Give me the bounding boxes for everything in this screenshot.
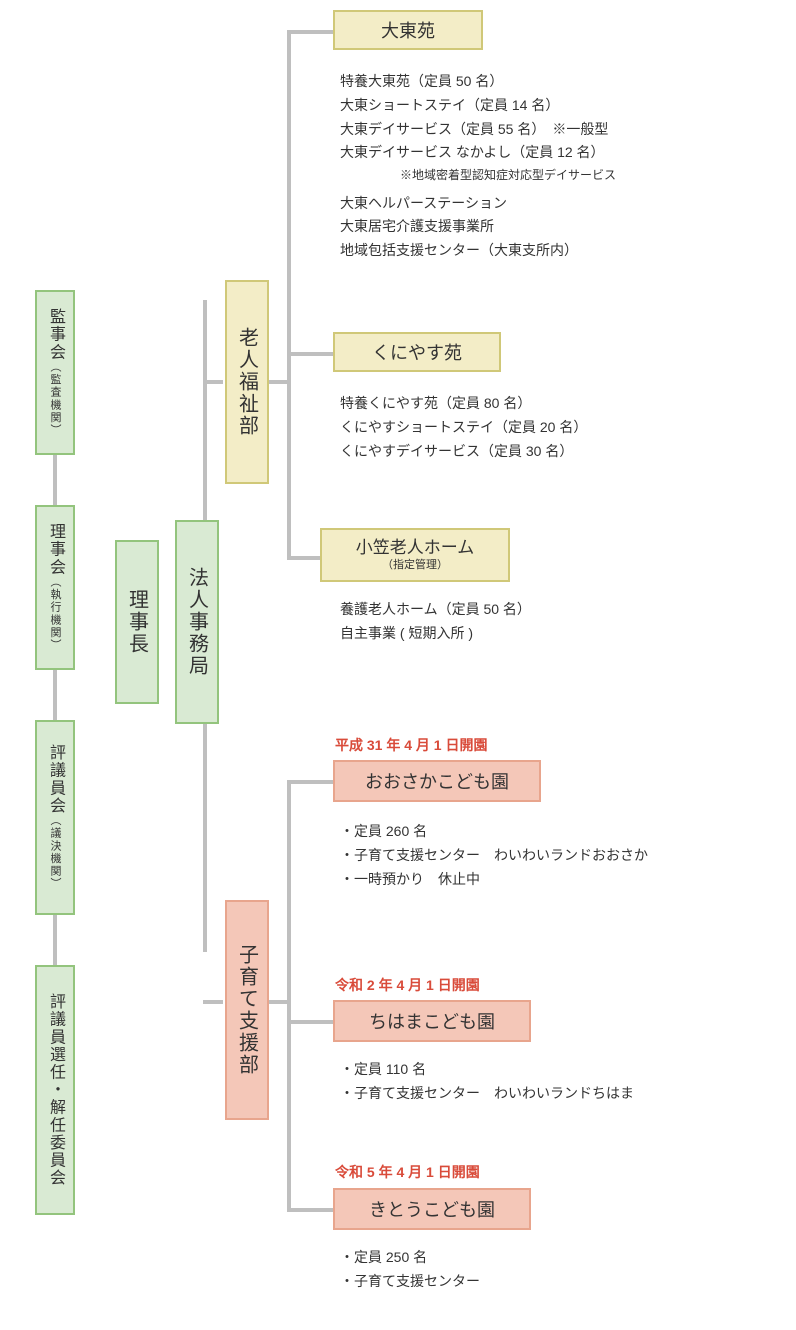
daito-line2-1: 大東居宅介護支援事業所	[340, 215, 616, 239]
label-oosaka: おおさかこども園	[365, 768, 509, 794]
label-council: 評議員会	[47, 744, 64, 814]
daito-line-3: 大東デイサービス なかよし（定員 12 名）	[340, 141, 616, 165]
conn-elderly-kuniyasu	[287, 352, 337, 356]
label-board-sub: （執行機関）	[49, 576, 61, 652]
date-kitou: 令和 5 年 4 月 1 日開園	[335, 1162, 480, 1182]
details-oosaka: ・定員 260 名 ・子育て支援センター わいわいランドおおさか ・一時預かり …	[340, 820, 648, 891]
node-oosaka: おおさかこども園	[333, 760, 541, 802]
label-board: 理事会	[47, 523, 64, 576]
conn-child-vert	[287, 780, 291, 1212]
kuniyasu-line-2: くにやすデイサービス（定員 30 名）	[340, 440, 587, 464]
label-audit-sub: （監査機関）	[49, 361, 61, 437]
label-office: 法人事務局	[183, 567, 212, 677]
node-council: 評議員会（議決機関）	[35, 720, 75, 915]
oosaka-line-2: ・一時預かり 休止中	[340, 868, 648, 892]
node-audit: 監事会（監査機関）	[35, 290, 75, 455]
daito-line-0: 特養大東苑（定員 50 名）	[340, 70, 616, 94]
chihama-line-0: ・定員 110 名	[340, 1058, 634, 1082]
date-chihama: 令和 2 年 4 月 1 日開園	[335, 975, 480, 995]
conn-child-kitou	[287, 1208, 337, 1212]
label-council-sub: （議決機関）	[49, 815, 61, 891]
ogasa-line-1: 自主事業 ( 短期入所 )	[340, 622, 531, 646]
label-ogasa-sub: （指定管理）	[382, 559, 448, 572]
label-chairman: 理事長	[123, 589, 152, 655]
kitou-line-0: ・定員 250 名	[340, 1246, 480, 1270]
details-daito: 特養大東苑（定員 50 名） 大東ショートステイ（定員 14 名） 大東デイサー…	[340, 70, 616, 263]
node-chairman: 理事長	[115, 540, 159, 704]
conn-elderly-vert	[287, 30, 291, 560]
node-kuniyasu: くにやす苑	[333, 332, 501, 372]
node-dept-elderly: 老人福祉部	[225, 280, 269, 484]
label-dept-child: 子育て支援部	[233, 944, 262, 1076]
oosaka-line-0: ・定員 260 名	[340, 820, 648, 844]
conn-elderly-daito	[287, 30, 337, 34]
conn-office-to-elderly	[203, 380, 223, 384]
label-ogasa: 小笠老人ホーム	[356, 538, 475, 558]
node-dept-child: 子育て支援部	[225, 900, 269, 1120]
label-committee: 評議員選任・解任委員会	[43, 993, 67, 1187]
label-audit: 監事会	[47, 308, 64, 361]
node-chihama: ちはまこども園	[333, 1000, 531, 1042]
kuniyasu-line-1: くにやすショートステイ（定員 20 名）	[340, 416, 587, 440]
label-kuniyasu: くにやす苑	[372, 339, 462, 365]
chihama-line-1: ・子育て支援センター わいわいランドちはま	[340, 1082, 634, 1106]
label-kitou: きとうこども園	[369, 1196, 495, 1222]
kuniyasu-line-0: 特養くにやす苑（定員 80 名）	[340, 392, 587, 416]
conn-office-to-child	[203, 1000, 223, 1004]
daito-line-1: 大東ショートステイ（定員 14 名）	[340, 94, 616, 118]
label-chihama: ちはまこども園	[369, 1008, 495, 1034]
daito-line-2: 大東デイサービス（定員 55 名） ※一般型	[340, 118, 616, 142]
daito-line2-2: 地域包括支援センター（大東支所内）	[340, 239, 616, 263]
date-oosaka: 平成 31 年 4 月 1 日開園	[335, 735, 487, 755]
details-ogasa: 養護老人ホーム（定員 50 名） 自主事業 ( 短期入所 )	[340, 598, 531, 646]
label-dept-elderly: 老人福祉部	[233, 327, 262, 437]
details-kuniyasu: 特養くにやす苑（定員 80 名） くにやすショートステイ（定員 20 名） くに…	[340, 392, 587, 463]
details-chihama: ・定員 110 名 ・子育て支援センター わいわいランドちはま	[340, 1058, 634, 1106]
node-kitou: きとうこども園	[333, 1188, 531, 1230]
node-board: 理事会（執行機関）	[35, 505, 75, 670]
daito-line2-0: 大東ヘルパーステーション	[340, 192, 616, 216]
conn-child-oosaka	[287, 780, 337, 784]
daito-note: ※地域密着型認知症対応型デイサービス	[340, 165, 616, 185]
node-ogasa: 小笠老人ホーム （指定管理）	[320, 528, 510, 582]
label-daito: 大東苑	[381, 17, 435, 43]
node-committee: 評議員選任・解任委員会	[35, 965, 75, 1215]
oosaka-line-1: ・子育て支援センター わいわいランドおおさか	[340, 844, 648, 868]
node-daito: 大東苑	[333, 10, 483, 50]
conn-child-chihama	[287, 1020, 337, 1024]
kitou-line-1: ・子育て支援センター	[340, 1270, 480, 1294]
details-kitou: ・定員 250 名 ・子育て支援センター	[340, 1246, 480, 1294]
node-office: 法人事務局	[175, 520, 219, 724]
ogasa-line-0: 養護老人ホーム（定員 50 名）	[340, 598, 531, 622]
